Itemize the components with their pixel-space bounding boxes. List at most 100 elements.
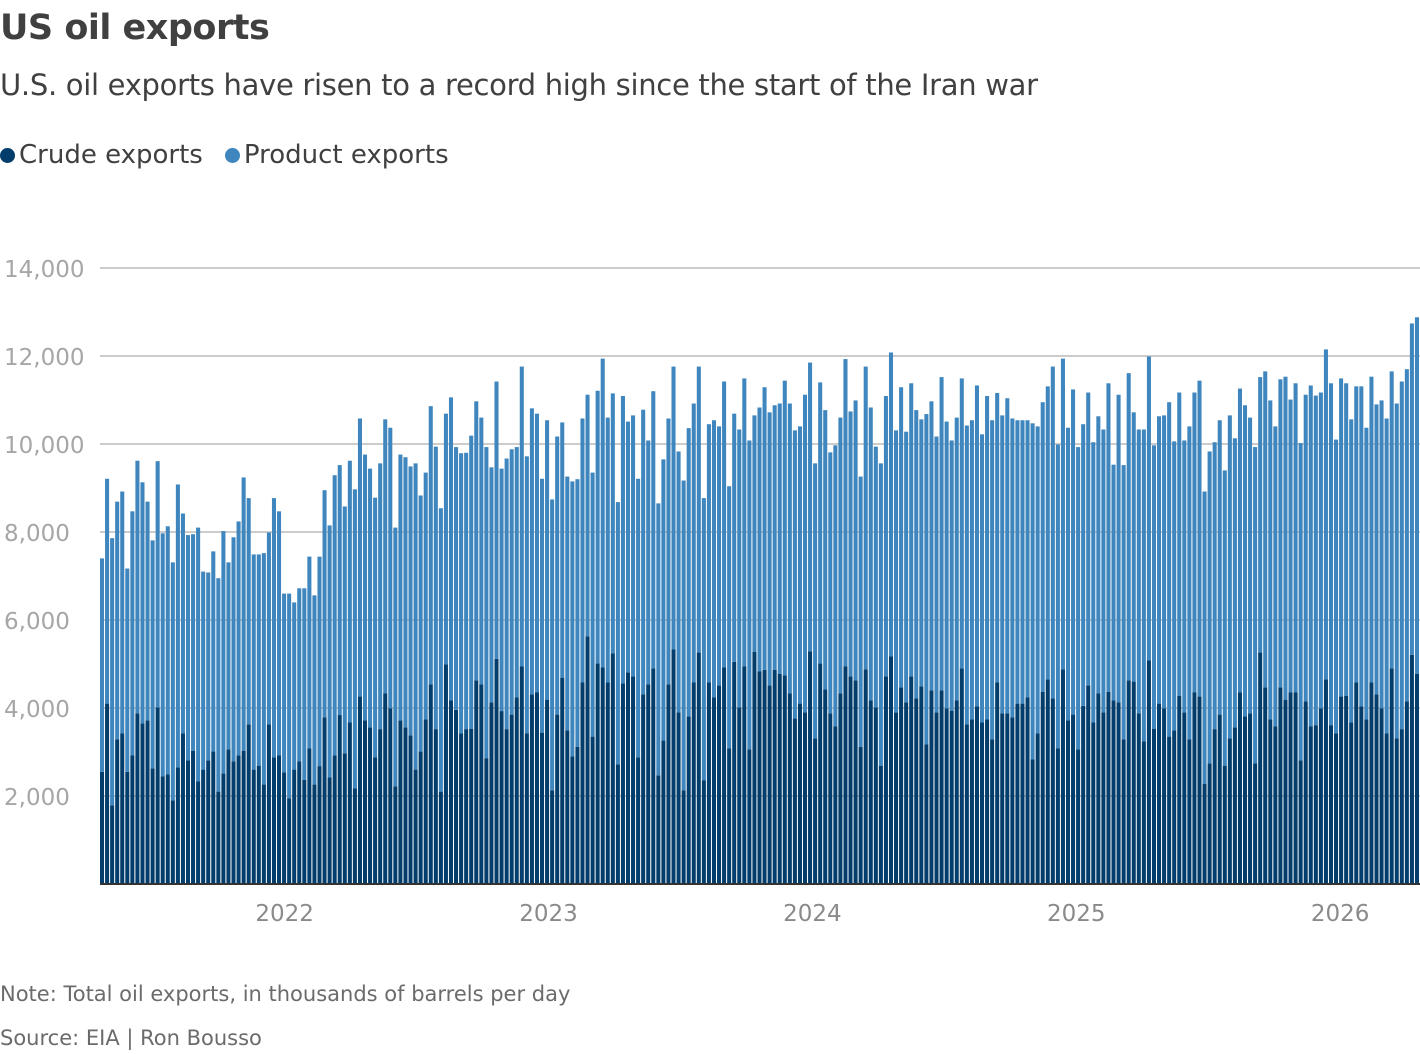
bar-product	[570, 481, 575, 757]
bar-product	[1369, 376, 1374, 683]
bar-product	[251, 554, 256, 770]
bar-crude	[175, 767, 180, 884]
bar-crude	[651, 668, 656, 884]
bar-product	[347, 460, 352, 723]
legend-label-crude: Crude exports	[19, 140, 203, 170]
chart-note: Note: Total oil exports, in thousands of…	[0, 982, 571, 1006]
bar-product	[560, 422, 565, 678]
bar-crude	[1303, 701, 1308, 884]
bar-product	[1222, 470, 1227, 766]
bar-crude	[1328, 725, 1334, 884]
bar-crude	[1374, 694, 1379, 884]
bar-crude	[413, 769, 418, 884]
crude-swatch-icon	[0, 147, 15, 163]
bar-product	[1278, 379, 1283, 688]
bar-product	[292, 602, 297, 770]
bar-crude	[1025, 697, 1030, 884]
bar-product	[995, 392, 1000, 683]
bar-product	[105, 478, 110, 704]
bar-product	[494, 381, 499, 659]
bar-crude	[150, 768, 155, 884]
bar-crude	[428, 684, 433, 884]
bar-crude	[818, 663, 823, 884]
bar-crude	[1288, 692, 1293, 884]
bar-product	[1010, 418, 1015, 718]
bar-product	[742, 378, 747, 667]
bar-crude	[671, 649, 676, 884]
bar-product	[393, 527, 398, 787]
bar-crude	[1187, 739, 1192, 884]
bar-crude	[1258, 652, 1263, 884]
bar-product	[160, 533, 165, 777]
bar-product	[1253, 447, 1258, 764]
bar-product	[180, 513, 185, 734]
bar-crude	[1227, 738, 1232, 884]
bar-crude	[883, 676, 888, 884]
bar-product	[1157, 416, 1162, 704]
bar-product	[185, 535, 191, 761]
bar-crude	[711, 697, 716, 884]
bar-crude	[105, 703, 110, 884]
bar-crude	[737, 707, 742, 884]
bar-crude	[231, 761, 236, 884]
bar-crude	[1091, 722, 1096, 884]
bar-crude	[469, 728, 474, 884]
bar-crude	[570, 756, 575, 884]
bar-crude	[362, 720, 368, 884]
bar-crude	[287, 798, 292, 884]
bar-crude	[509, 714, 514, 884]
bar-crude	[438, 791, 443, 884]
bar-product	[1040, 402, 1045, 692]
bar-crude	[1167, 736, 1172, 884]
bar-product	[1136, 429, 1141, 714]
bar-crude	[211, 751, 216, 884]
bar-crude	[484, 758, 489, 884]
bar-crude	[1242, 716, 1248, 884]
bar-product	[1293, 383, 1298, 693]
bar-crude	[666, 684, 671, 884]
bar-product	[201, 571, 206, 770]
bar-crude	[595, 663, 600, 884]
bar-crude	[277, 755, 282, 884]
bar-crude	[332, 755, 337, 884]
bar-crude	[964, 724, 969, 884]
bar-product	[1172, 441, 1177, 731]
bar-product	[282, 593, 287, 773]
bar-crude	[226, 749, 231, 884]
bar-product	[990, 420, 995, 740]
bar-crude	[1222, 765, 1227, 884]
bar-product	[1101, 429, 1106, 713]
x-tick-label: 2024	[783, 901, 842, 927]
bar-product	[595, 390, 600, 664]
bar-product	[580, 418, 585, 683]
bar-product	[1313, 395, 1318, 726]
bar-crude	[853, 680, 858, 884]
bar-crude	[701, 780, 706, 884]
bar-product	[605, 417, 610, 683]
bar-product	[1065, 427, 1071, 721]
bar-product	[1096, 416, 1101, 694]
bar-crude	[605, 682, 610, 884]
bar-product	[140, 482, 145, 724]
bar-crude	[317, 766, 322, 884]
bar-product	[1187, 426, 1192, 740]
bar-product	[312, 595, 317, 785]
y-tick-label: 8,000	[4, 521, 70, 547]
bar-product	[1182, 440, 1187, 713]
bar-product	[1288, 399, 1293, 693]
bar-product	[216, 578, 221, 792]
bar-crude	[1121, 739, 1126, 884]
bar-product	[767, 412, 772, 686]
bar-product	[1050, 366, 1055, 699]
bar-product	[838, 417, 843, 694]
bar-product	[1399, 381, 1404, 730]
bar-crude	[646, 684, 651, 884]
chart-subtitle: U.S. oil exports have risen to a record …	[0, 68, 1038, 102]
bar-product	[883, 396, 888, 677]
bar-crude	[585, 636, 590, 884]
bar-crude	[1313, 725, 1318, 884]
bar-product	[899, 387, 904, 688]
bar-crude	[636, 757, 641, 884]
bar-crude	[787, 693, 792, 884]
bar-crude	[560, 677, 565, 884]
